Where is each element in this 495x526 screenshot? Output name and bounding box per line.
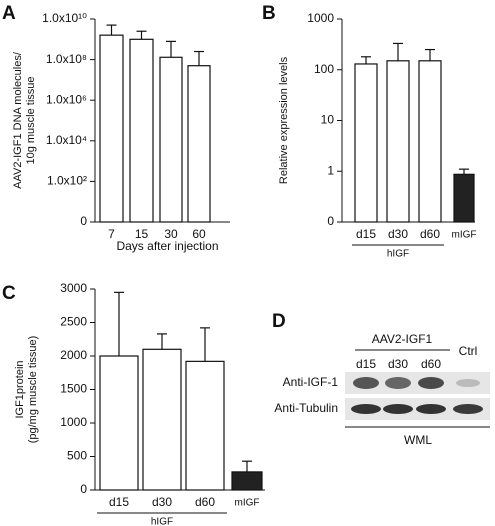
y-axis-label: 10g muscle tissue xyxy=(25,76,37,164)
group-label: hIGF xyxy=(387,249,409,260)
panel-label: C xyxy=(2,283,16,304)
y-tick-label: 3000 xyxy=(60,281,87,295)
x-tick-label: 60 xyxy=(192,227,206,241)
bar xyxy=(231,471,263,491)
lane-label: d15 xyxy=(356,357,376,371)
y-tick-label: 2000 xyxy=(60,348,87,362)
y-tick-label: 2500 xyxy=(60,315,87,329)
y-tick-label: 1 xyxy=(327,163,334,177)
group-label: hIGF xyxy=(151,517,173,526)
lane-label: d60 xyxy=(421,357,441,371)
y-axis-label: AAV2-IGF1 DNA molecules/ xyxy=(12,51,24,189)
bar xyxy=(99,34,124,223)
band xyxy=(418,377,444,389)
bar xyxy=(354,63,378,223)
band xyxy=(351,404,381,414)
band xyxy=(353,377,379,389)
bar xyxy=(386,60,410,223)
band xyxy=(453,404,483,414)
panel-label: B xyxy=(262,3,276,24)
y-tick-label: 1.0x10⁸ xyxy=(46,52,87,66)
y-tick-label: 1.0x10⁶ xyxy=(46,92,87,106)
y-tick-label: 1.0x10² xyxy=(47,174,87,188)
bar xyxy=(418,60,442,223)
y-tick-label: 500 xyxy=(67,449,87,463)
y-axis-label: Relative expression levels xyxy=(278,56,290,184)
y-tick-label: 0 xyxy=(327,214,334,228)
x-axis-label: Days after injection xyxy=(116,239,218,253)
x-tick-label: d15 xyxy=(356,227,376,241)
band xyxy=(416,404,446,414)
panel-label: A xyxy=(2,3,16,24)
blot-strip xyxy=(345,372,490,394)
bar xyxy=(453,173,475,223)
band xyxy=(456,379,480,387)
y-tick-label: 1.0x10¹⁰ xyxy=(42,11,87,25)
y-axis-label: (pg/mg muscle tissue) xyxy=(27,336,39,444)
band xyxy=(383,404,413,414)
x-tick-label: mIGF xyxy=(235,498,260,509)
bar xyxy=(99,355,139,491)
x-tick-label: d30 xyxy=(152,495,172,509)
x-tick-label: mIGF xyxy=(452,230,477,241)
y-tick-label: 0 xyxy=(80,214,87,228)
x-tick-label: d15 xyxy=(109,495,129,509)
y-axis-label: IGF1protein xyxy=(14,360,26,418)
y-tick-label: 10 xyxy=(321,113,335,127)
control-label: Ctrl xyxy=(459,344,478,358)
x-tick-label: d60 xyxy=(195,495,215,509)
sample-label: WML xyxy=(404,433,432,447)
band xyxy=(385,377,411,389)
y-tick-label: 100 xyxy=(314,62,334,76)
row-label: Anti-IGF-1 xyxy=(283,375,339,389)
row-label: Anti-Tubulin xyxy=(274,401,338,415)
bar xyxy=(187,65,211,223)
y-tick-label: 1500 xyxy=(60,382,87,396)
bar xyxy=(129,38,154,223)
x-tick-label: d60 xyxy=(420,227,440,241)
x-tick-label: 7 xyxy=(108,227,115,241)
y-tick-label: 1.0x10⁴ xyxy=(46,133,87,147)
lane-label: d30 xyxy=(388,357,408,371)
bar xyxy=(185,360,225,491)
treatment-label: AAV2-IGF1 xyxy=(372,332,433,346)
bar xyxy=(159,56,183,223)
x-tick-label: d30 xyxy=(388,227,408,241)
panel-label: D xyxy=(272,311,286,332)
y-tick-label: 0 xyxy=(80,482,87,496)
blot-panel: D AAV2-IGF1 d15 d30 d60 Ctrl Anti-IGF-1 … xyxy=(272,311,490,447)
y-tick-label: 1000 xyxy=(60,415,87,429)
bar xyxy=(142,348,182,491)
x-tick-label: 15 xyxy=(135,227,149,241)
y-tick-label: 1000 xyxy=(307,11,334,25)
x-tick-label: 30 xyxy=(164,227,178,241)
